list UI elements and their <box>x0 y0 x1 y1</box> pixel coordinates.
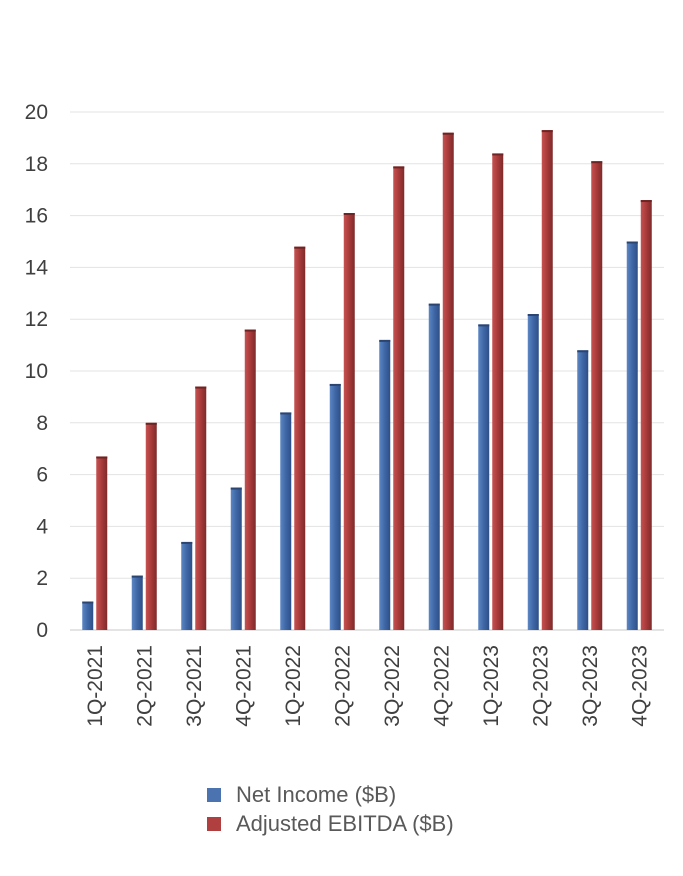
bar-adjusted-ebitda <box>442 132 454 630</box>
legend-swatch <box>207 788 221 802</box>
bar-net-income <box>230 487 242 630</box>
legend: Net Income ($B) Adjusted EBITDA ($B) <box>207 782 454 836</box>
bar-net-income <box>478 324 490 630</box>
x-tick-label: 2Q-2022 <box>331 645 354 727</box>
x-tick-label: 3Q-2022 <box>381 645 404 727</box>
x-axis-ticks: 1Q-2021 2Q-2021 3Q-2021 4Q-2021 1Q-2022 2Q-20… <box>84 645 652 727</box>
y-tick-label: 20 <box>25 101 48 124</box>
bar-adjusted-ebitda <box>492 153 504 630</box>
bars <box>82 130 652 630</box>
x-tick-label: 3Q-2023 <box>579 645 602 727</box>
y-tick-label: 16 <box>25 205 48 228</box>
legend-item-adjusted-ebitda: Adjusted EBITDA ($B) <box>207 811 454 836</box>
y-tick-label: 14 <box>25 256 49 279</box>
bar-net-income <box>428 303 440 630</box>
y-tick-label: 2 <box>36 567 48 590</box>
x-tick-label: 4Q-2022 <box>430 645 453 727</box>
bar-net-income <box>626 241 638 630</box>
y-tick-label: 0 <box>36 619 48 642</box>
x-tick-label: 2Q-2021 <box>133 645 156 727</box>
y-tick-label: 4 <box>36 515 48 538</box>
y-tick-label: 6 <box>36 464 48 487</box>
bar-adjusted-ebitda <box>343 213 355 630</box>
x-tick-label: 1Q-2021 <box>84 645 107 727</box>
legend-label: Net Income ($B) <box>236 782 396 807</box>
legend-label: Adjusted EBITDA ($B) <box>236 811 454 836</box>
gridlines <box>70 111 664 631</box>
bar-net-income <box>82 601 94 630</box>
bar-net-income <box>527 314 539 630</box>
legend-swatch <box>207 817 221 831</box>
bar-net-income <box>379 339 391 630</box>
bar-adjusted-ebitda <box>195 386 207 630</box>
y-tick-label: 12 <box>25 308 48 331</box>
bar-adjusted-ebitda <box>640 200 652 630</box>
bar-net-income <box>131 575 143 630</box>
legend-item-net-income: Net Income ($B) <box>207 782 396 807</box>
x-tick-label: 2Q-2023 <box>529 645 552 727</box>
bar-adjusted-ebitda <box>145 422 157 630</box>
bar-net-income <box>577 350 589 630</box>
bar-adjusted-ebitda <box>393 166 405 630</box>
bar-adjusted-ebitda <box>541 130 553 630</box>
y-tick-label: 10 <box>25 360 48 383</box>
bar-adjusted-ebitda <box>294 246 306 630</box>
bar-net-income <box>280 412 292 630</box>
x-tick-label: 3Q-2021 <box>183 645 206 727</box>
bar-net-income <box>181 541 193 630</box>
x-tick-label: 4Q-2021 <box>232 645 255 727</box>
x-tick-label: 4Q-2023 <box>628 645 651 727</box>
x-tick-label: 1Q-2023 <box>480 645 503 727</box>
bar-adjusted-ebitda <box>591 161 603 630</box>
y-tick-label: 18 <box>25 153 48 176</box>
bar-net-income <box>329 383 341 630</box>
y-tick-label: 8 <box>36 412 48 435</box>
bar-adjusted-ebitda <box>244 329 256 630</box>
x-tick-label: 1Q-2022 <box>282 645 305 727</box>
bar-adjusted-ebitda <box>96 456 108 630</box>
y-axis-ticks: 0 2 4 6 8 10 12 14 16 18 20 <box>25 101 49 642</box>
